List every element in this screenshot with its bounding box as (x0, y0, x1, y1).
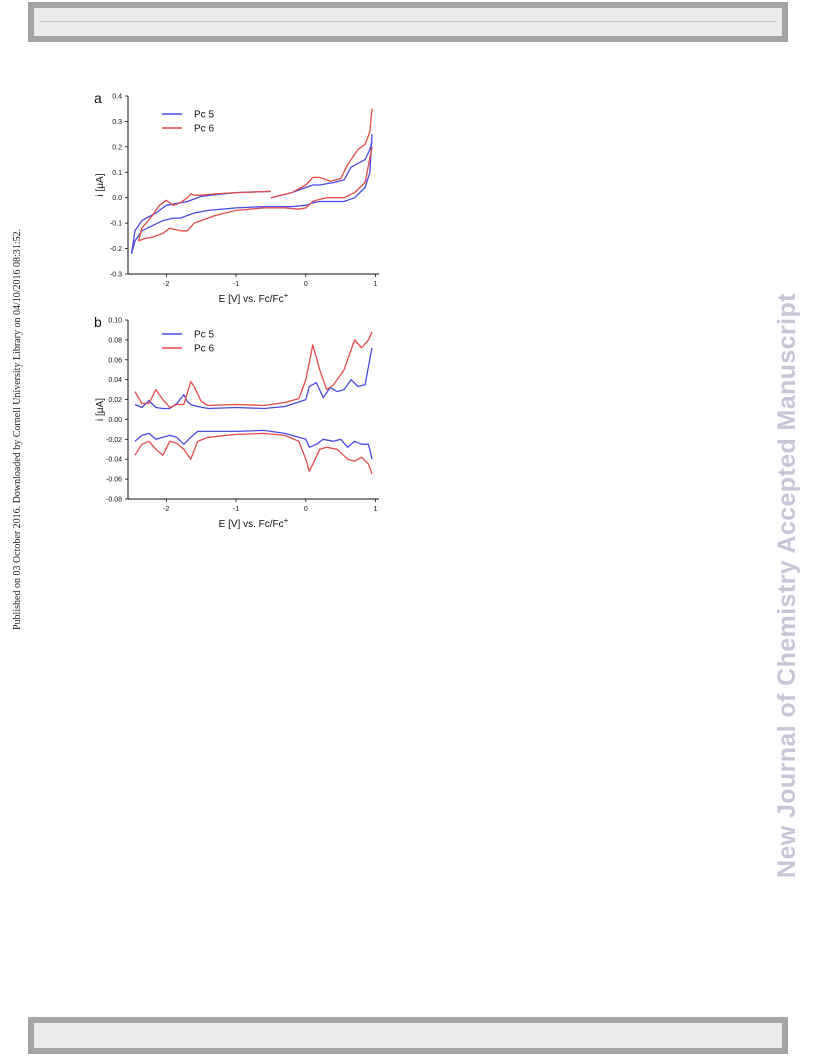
x-tick-label: -2 (163, 281, 169, 288)
header-band (28, 2, 788, 42)
series-line (270, 141, 373, 199)
legend-label: Pc 6 (194, 344, 214, 355)
y-tick-label: -0.02 (106, 437, 122, 444)
x-axis-label: E [V] vs. Fc/Fc+ (219, 516, 289, 530)
series-line (138, 146, 373, 242)
series-line (134, 347, 373, 410)
x-axis-label-text: E [V] vs. Fc/Fc (219, 294, 284, 305)
y-tick-label: 0.08 (108, 337, 122, 344)
panel-label: b (94, 314, 102, 330)
y-tick-label: 0.04 (108, 377, 122, 384)
series-line (134, 432, 373, 475)
y-tick-label: 0.4 (112, 94, 122, 101)
y-tick-label: -0.06 (106, 477, 122, 484)
x-tick-label: 0 (304, 281, 308, 288)
series-line (137, 190, 271, 242)
series-line (270, 108, 373, 199)
legend-label: Pc 6 (194, 124, 214, 135)
series-pc-5 (134, 347, 373, 460)
panel-label: a (94, 90, 102, 106)
x-axis-label: E [V] vs. Fc/Fc+ (219, 291, 289, 305)
x-tick-label: 1 (374, 281, 378, 288)
y-tick-label: 0.1 (112, 170, 122, 177)
y-axis-label: i [μA] (95, 173, 106, 196)
legend-label: Pc 5 (194, 330, 214, 341)
series-line (134, 429, 373, 460)
series-line (130, 134, 373, 254)
y-tick-label: 0.2 (112, 144, 122, 151)
y-axis-label: i [μA] (95, 398, 106, 421)
x-axis-label-superscript: + (284, 291, 289, 300)
y-tick-label: -0.3 (110, 272, 122, 279)
y-tick-label: 0.10 (108, 318, 122, 325)
x-tick-label: -1 (233, 281, 239, 288)
x-axis-label-text: E [V] vs. Fc/Fc (219, 519, 284, 530)
series-line (134, 331, 373, 409)
x-tick-label: 1 (374, 506, 378, 513)
x-tick-label: 0 (304, 506, 308, 513)
y-tick-label: 0.02 (108, 397, 122, 404)
legend-label: Pc 5 (194, 110, 214, 121)
y-tick-label: 0.3 (112, 119, 122, 126)
chart-panel-b: -0.08 -0.06 -0.04 -0.02 0.00 0.02 0.04 0.06 0.08… (94, 314, 379, 530)
x-tick-label: -2 (163, 506, 169, 513)
series-pc-5 (130, 134, 373, 254)
y-tick-label: 0.0 (112, 195, 122, 202)
footer-band (28, 1017, 788, 1054)
series-pc-6 (134, 331, 373, 475)
y-tick-label: -0.08 (106, 497, 122, 504)
series-line (130, 190, 271, 254)
chart-panel-a: -0.3 -0.2 -0.1 0.0 0.1 0.2 0.3 0.4 -2 -1 0 1 a E [V] … (94, 90, 379, 305)
y-tick-label: 0.06 (108, 357, 122, 364)
y-tick-label: -0.2 (110, 246, 122, 253)
x-tick-label: -1 (233, 506, 239, 513)
y-tick-label: 0.00 (108, 417, 122, 424)
x-axis-label-superscript: + (284, 516, 289, 525)
y-tick-label: -0.1 (110, 221, 122, 228)
series-pc-6 (137, 108, 373, 242)
y-tick-label: -0.04 (106, 457, 122, 464)
